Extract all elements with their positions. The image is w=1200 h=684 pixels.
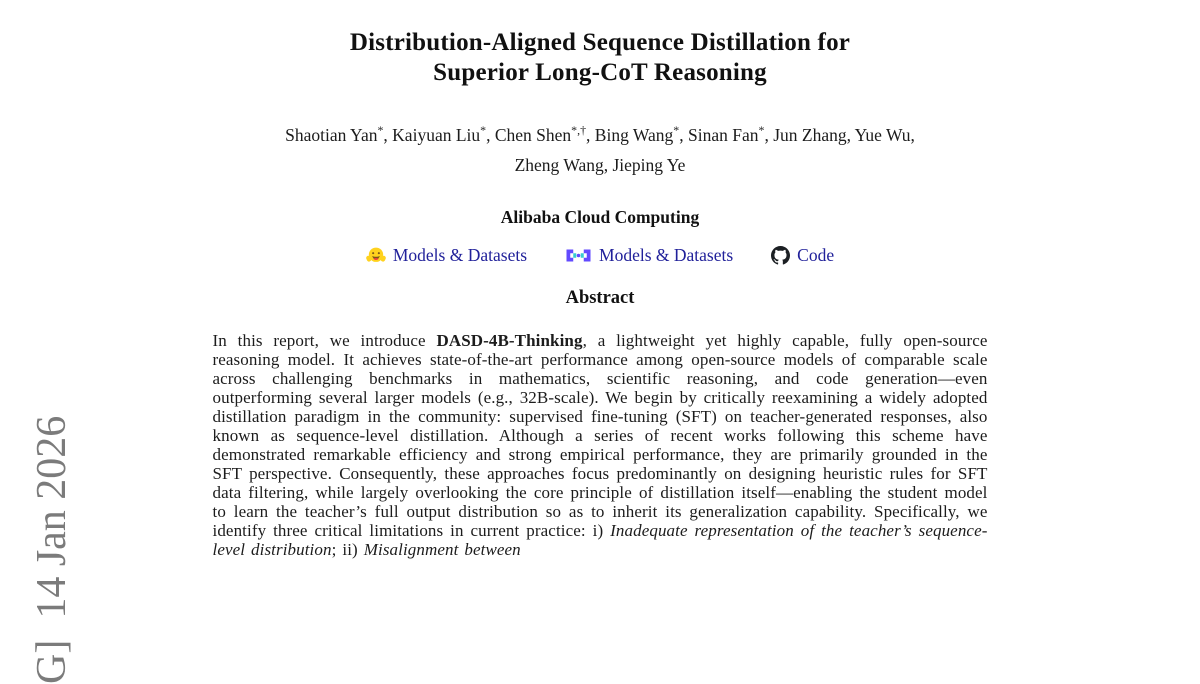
modelscope-link-label: Models & Datasets <box>599 245 734 265</box>
modelscope-logo-icon <box>565 247 592 264</box>
huggingface-link-label: Models & Datasets <box>392 245 528 265</box>
paper-title-line1: Distribution-Aligned Sequence Distillati… <box>349 29 851 56</box>
abstract-text: In this report, we introduce DASD-4B-Thi… <box>212 331 988 559</box>
abstract-heading: Abstract <box>565 288 635 308</box>
arxiv-date-stamp: G] 14 Jan 2026 <box>29 415 75 684</box>
huggingface-models-link[interactable]: Models & Datasets <box>366 245 527 266</box>
paper-title-line2: Superior Long-CoT Reasoning <box>433 59 767 86</box>
huggingface-logo-icon <box>366 246 386 266</box>
author-list: Shaotian Yan*, Kaiyuan Liu*, Chen Shen*,… <box>0 120 1200 180</box>
affiliation: Alibaba Cloud Computing <box>500 207 700 227</box>
paper-page: G] 14 Jan 2026 Distribution-Aligned Sequ… <box>0 28 1200 684</box>
github-code-link[interactable]: Code <box>771 245 834 266</box>
paper-content: Distribution-Aligned Sequence Distillati… <box>0 28 1200 559</box>
resource-links-row: Models & Datasets Models & Datasets <box>0 245 1200 266</box>
modelscope-models-link[interactable]: Models & Datasets <box>565 245 733 266</box>
github-link-label: Code <box>797 245 835 265</box>
github-logo-icon <box>771 246 791 265</box>
paper-title: Distribution-Aligned Sequence Distillati… <box>0 28 1200 88</box>
author-line-2: Zheng Wang, Jieping Ye <box>514 155 686 175</box>
author-line-1: Shaotian Yan*, Kaiyuan Liu*, Chen Shen*,… <box>285 123 915 145</box>
